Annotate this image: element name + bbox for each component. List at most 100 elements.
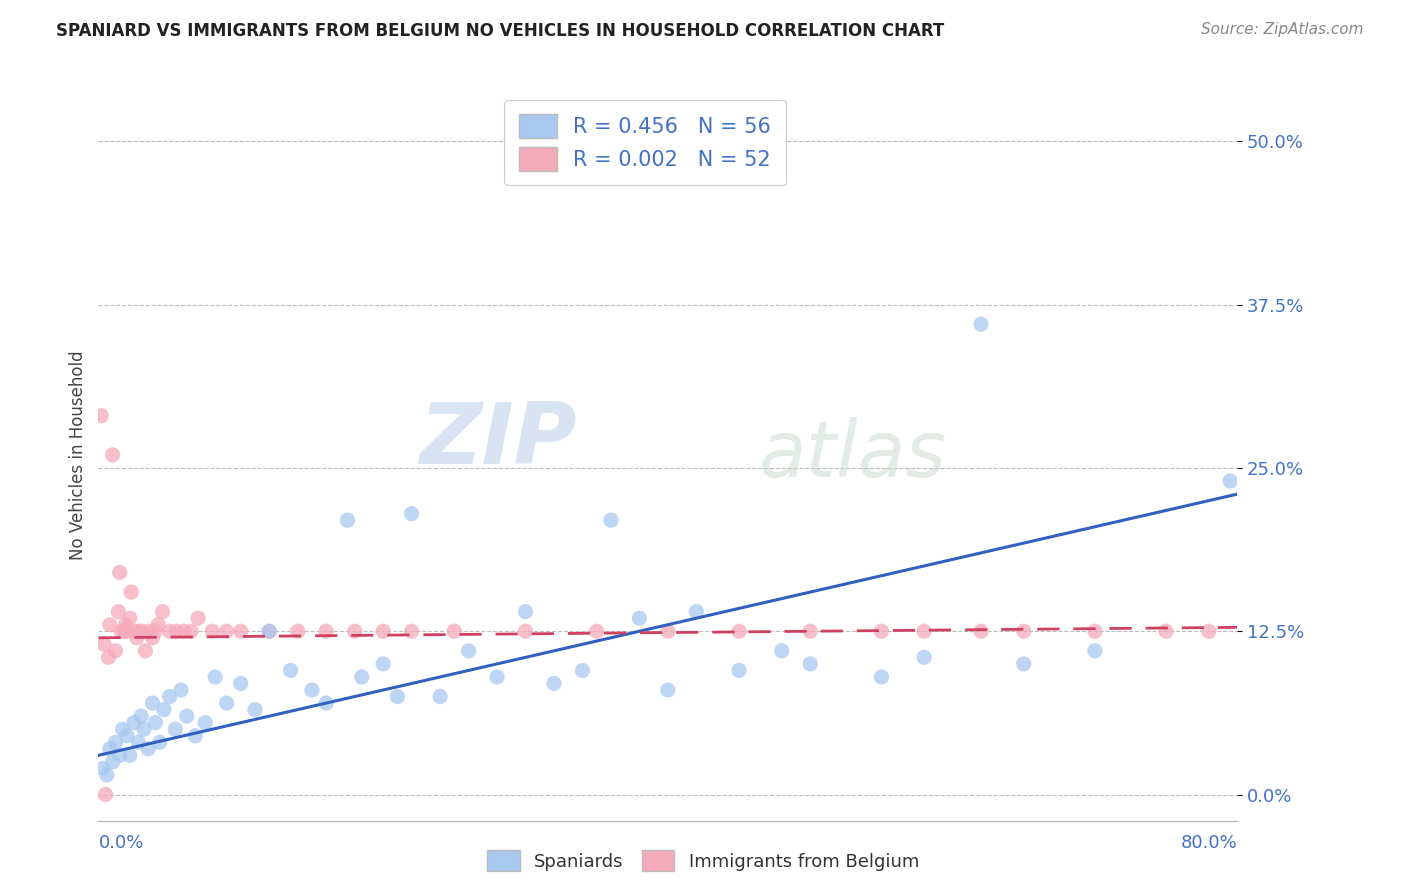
Point <box>118 611 141 625</box>
Point <box>685 605 707 619</box>
Point <box>136 741 159 756</box>
Point <box>111 723 134 737</box>
Point <box>401 624 423 639</box>
Point <box>141 696 163 710</box>
Point <box>204 670 226 684</box>
Point <box>486 670 509 684</box>
Point <box>515 605 537 619</box>
Point <box>1219 474 1241 488</box>
Point <box>149 735 172 749</box>
Point <box>1012 657 1035 671</box>
Point <box>401 507 423 521</box>
Point <box>170 683 193 698</box>
Point <box>96 768 118 782</box>
Point <box>870 670 893 684</box>
Point <box>184 729 207 743</box>
Point <box>515 624 537 639</box>
Point <box>229 624 252 639</box>
Point <box>90 409 112 423</box>
Point <box>127 624 149 639</box>
Point <box>136 624 159 639</box>
Point <box>585 624 607 639</box>
Point <box>145 624 167 639</box>
Point <box>159 690 181 704</box>
Text: 80.0%: 80.0% <box>1181 834 1237 852</box>
Point <box>457 644 479 658</box>
Point <box>571 664 593 678</box>
Point <box>97 650 120 665</box>
Point <box>118 748 141 763</box>
Text: atlas: atlas <box>759 417 946 493</box>
Point <box>770 644 793 658</box>
Point <box>350 670 373 684</box>
Point <box>259 624 281 639</box>
Point <box>600 513 623 527</box>
Point <box>153 703 176 717</box>
Point <box>657 683 679 698</box>
Point <box>315 696 337 710</box>
Point <box>799 624 821 639</box>
Point <box>132 723 155 737</box>
Text: SPANIARD VS IMMIGRANTS FROM BELGIUM NO VEHICLES IN HOUSEHOLD CORRELATION CHART: SPANIARD VS IMMIGRANTS FROM BELGIUM NO V… <box>56 22 945 40</box>
Text: Source: ZipAtlas.com: Source: ZipAtlas.com <box>1201 22 1364 37</box>
Point <box>628 611 651 625</box>
Point <box>371 624 394 639</box>
Point <box>129 709 152 723</box>
Point <box>215 624 238 639</box>
Point <box>101 755 124 769</box>
Point <box>122 624 145 639</box>
Point <box>243 703 266 717</box>
Point <box>343 624 366 639</box>
Point <box>229 676 252 690</box>
Point <box>657 624 679 639</box>
Point <box>799 657 821 671</box>
Point <box>115 624 138 639</box>
Point <box>336 513 359 527</box>
Point <box>970 624 993 639</box>
Point <box>141 631 163 645</box>
Text: 0.0%: 0.0% <box>98 834 143 852</box>
Point <box>1084 644 1107 658</box>
Point <box>176 709 198 723</box>
Point <box>187 611 209 625</box>
Point <box>728 624 751 639</box>
Point <box>101 448 124 462</box>
Point <box>912 624 935 639</box>
Point <box>301 683 323 698</box>
Point <box>129 624 152 639</box>
Point <box>104 644 127 658</box>
Point <box>125 631 148 645</box>
Y-axis label: No Vehicles in Household: No Vehicles in Household <box>69 350 87 560</box>
Point <box>112 624 135 639</box>
Legend: Spaniards, Immigrants from Belgium: Spaniards, Immigrants from Belgium <box>479 843 927 879</box>
Point <box>387 690 409 704</box>
Point <box>912 650 935 665</box>
Text: ZIP: ZIP <box>419 399 576 482</box>
Point <box>122 715 145 730</box>
Point <box>108 748 131 763</box>
Point <box>180 624 202 639</box>
Point <box>315 624 337 639</box>
Point <box>259 624 281 639</box>
Point <box>543 676 565 690</box>
Point <box>429 690 451 704</box>
Point <box>110 624 132 639</box>
Point <box>165 723 187 737</box>
Point <box>443 624 465 639</box>
Point <box>152 605 174 619</box>
Point <box>115 729 138 743</box>
Point <box>1198 624 1220 639</box>
Point <box>145 715 167 730</box>
Point <box>371 657 394 671</box>
Point <box>1084 624 1107 639</box>
Point <box>114 617 136 632</box>
Legend: R = 0.456   N = 56, R = 0.002   N = 52: R = 0.456 N = 56, R = 0.002 N = 52 <box>505 100 786 186</box>
Point <box>166 624 188 639</box>
Point <box>98 741 121 756</box>
Point <box>107 605 129 619</box>
Point <box>1012 624 1035 639</box>
Point <box>91 761 114 775</box>
Point <box>287 624 309 639</box>
Point <box>1154 624 1177 639</box>
Point <box>104 735 127 749</box>
